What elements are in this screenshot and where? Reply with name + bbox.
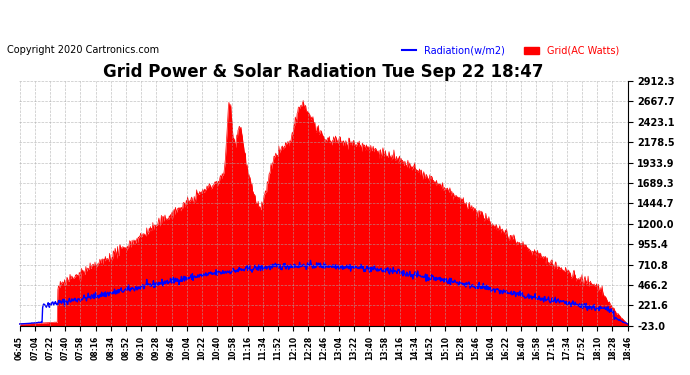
- Title: Grid Power & Solar Radiation Tue Sep 22 18:47: Grid Power & Solar Radiation Tue Sep 22 …: [104, 63, 544, 81]
- Legend: Radiation(w/m2), Grid(AC Watts): Radiation(w/m2), Grid(AC Watts): [397, 42, 623, 59]
- Text: Copyright 2020 Cartronics.com: Copyright 2020 Cartronics.com: [7, 45, 159, 55]
